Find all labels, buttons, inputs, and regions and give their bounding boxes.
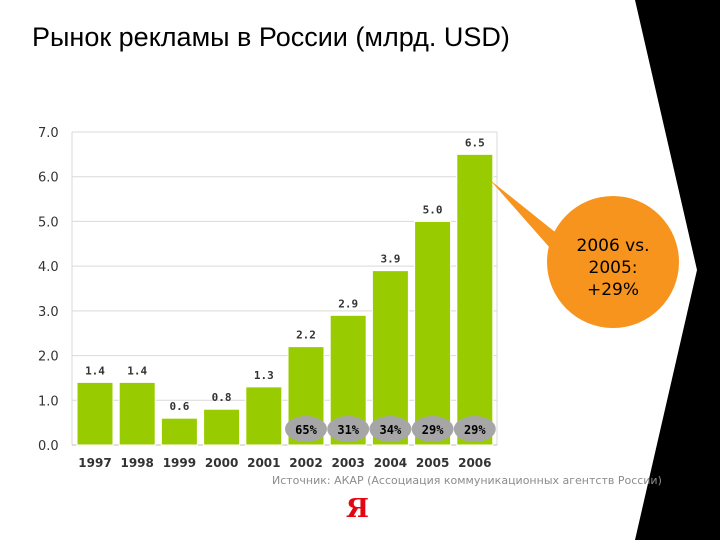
callout-line-2: 2005:: [588, 258, 638, 278]
bar-value-label: 0.6: [169, 400, 189, 413]
bar-value-label: 1.4: [127, 364, 147, 377]
bar: [414, 220, 452, 446]
slide-title: Рынок рекламы в России (млрд. USD): [32, 22, 510, 52]
growth-badge: [369, 416, 412, 442]
y-tick-label: 0.0: [38, 439, 59, 454]
category-label: 2003: [331, 456, 364, 470]
growth-badge: [327, 416, 370, 442]
category-label: 2004: [374, 456, 407, 470]
bar-value-label: 5.0: [423, 203, 443, 216]
growth-label: 29%: [422, 423, 444, 437]
y-tick-label: 6.0: [38, 171, 59, 186]
growth-badge: [453, 416, 496, 442]
growth-label: 65%: [295, 423, 317, 437]
source-note: Источник: АКАР (Ассоциация коммуникацион…: [272, 474, 662, 487]
callout-bubble: [547, 196, 679, 328]
callout-line-1: 2006 vs.: [576, 236, 650, 256]
growth-label: 34%: [380, 423, 402, 437]
bar-value-label: 2.2: [296, 329, 316, 342]
bar-value-label: 1.4: [85, 364, 105, 377]
callout-line-3: +29%: [586, 280, 640, 300]
bar-value-label: 1.3: [254, 369, 274, 382]
category-label: 2000: [205, 456, 238, 470]
category-label: 2006: [458, 456, 491, 470]
bar: [160, 417, 198, 446]
growth-badge: [285, 416, 327, 442]
bar: [76, 381, 114, 446]
callout-layer: [490, 180, 679, 328]
category-label: 1998: [120, 456, 153, 470]
y-axis: 0.0 1.0 2.0 3.0 4.0 5.0 6.0 7.0: [38, 126, 59, 454]
y-tick-label: 1.0: [38, 394, 59, 409]
bar: [203, 408, 241, 446]
y-tick-label: 4.0: [38, 260, 59, 275]
bar-value-label: 3.9: [380, 253, 400, 266]
bar: [456, 153, 494, 446]
y-tick-label: 2.0: [38, 350, 59, 365]
y-tick-label: 3.0: [38, 305, 59, 320]
bar: [371, 270, 409, 446]
bar: [118, 381, 156, 446]
bar: [245, 386, 283, 446]
decorative-band: [635, 0, 720, 540]
category-label: 1999: [163, 456, 196, 470]
yandex-logo: Я: [346, 494, 369, 524]
y-tick-label: 7.0: [38, 126, 59, 141]
growth-label: 31%: [337, 423, 359, 437]
category-label: 2005: [416, 456, 449, 470]
category-label: 2001: [247, 456, 280, 470]
growth-badge: [411, 416, 454, 442]
growth-badges: 65% 31% 34% 29% 29%: [285, 416, 496, 442]
bar-value-label: 0.8: [212, 391, 232, 404]
y-tick-label: 5.0: [38, 215, 59, 230]
bar-value-label: 2.9: [338, 297, 358, 310]
category-label: 2002: [289, 456, 322, 470]
bar-value-label: 6.5: [465, 136, 485, 149]
growth-label: 29%: [464, 423, 486, 437]
category-label: 1997: [78, 456, 111, 470]
callout-text: 2006 vs. 2005: +29%: [553, 235, 673, 301]
